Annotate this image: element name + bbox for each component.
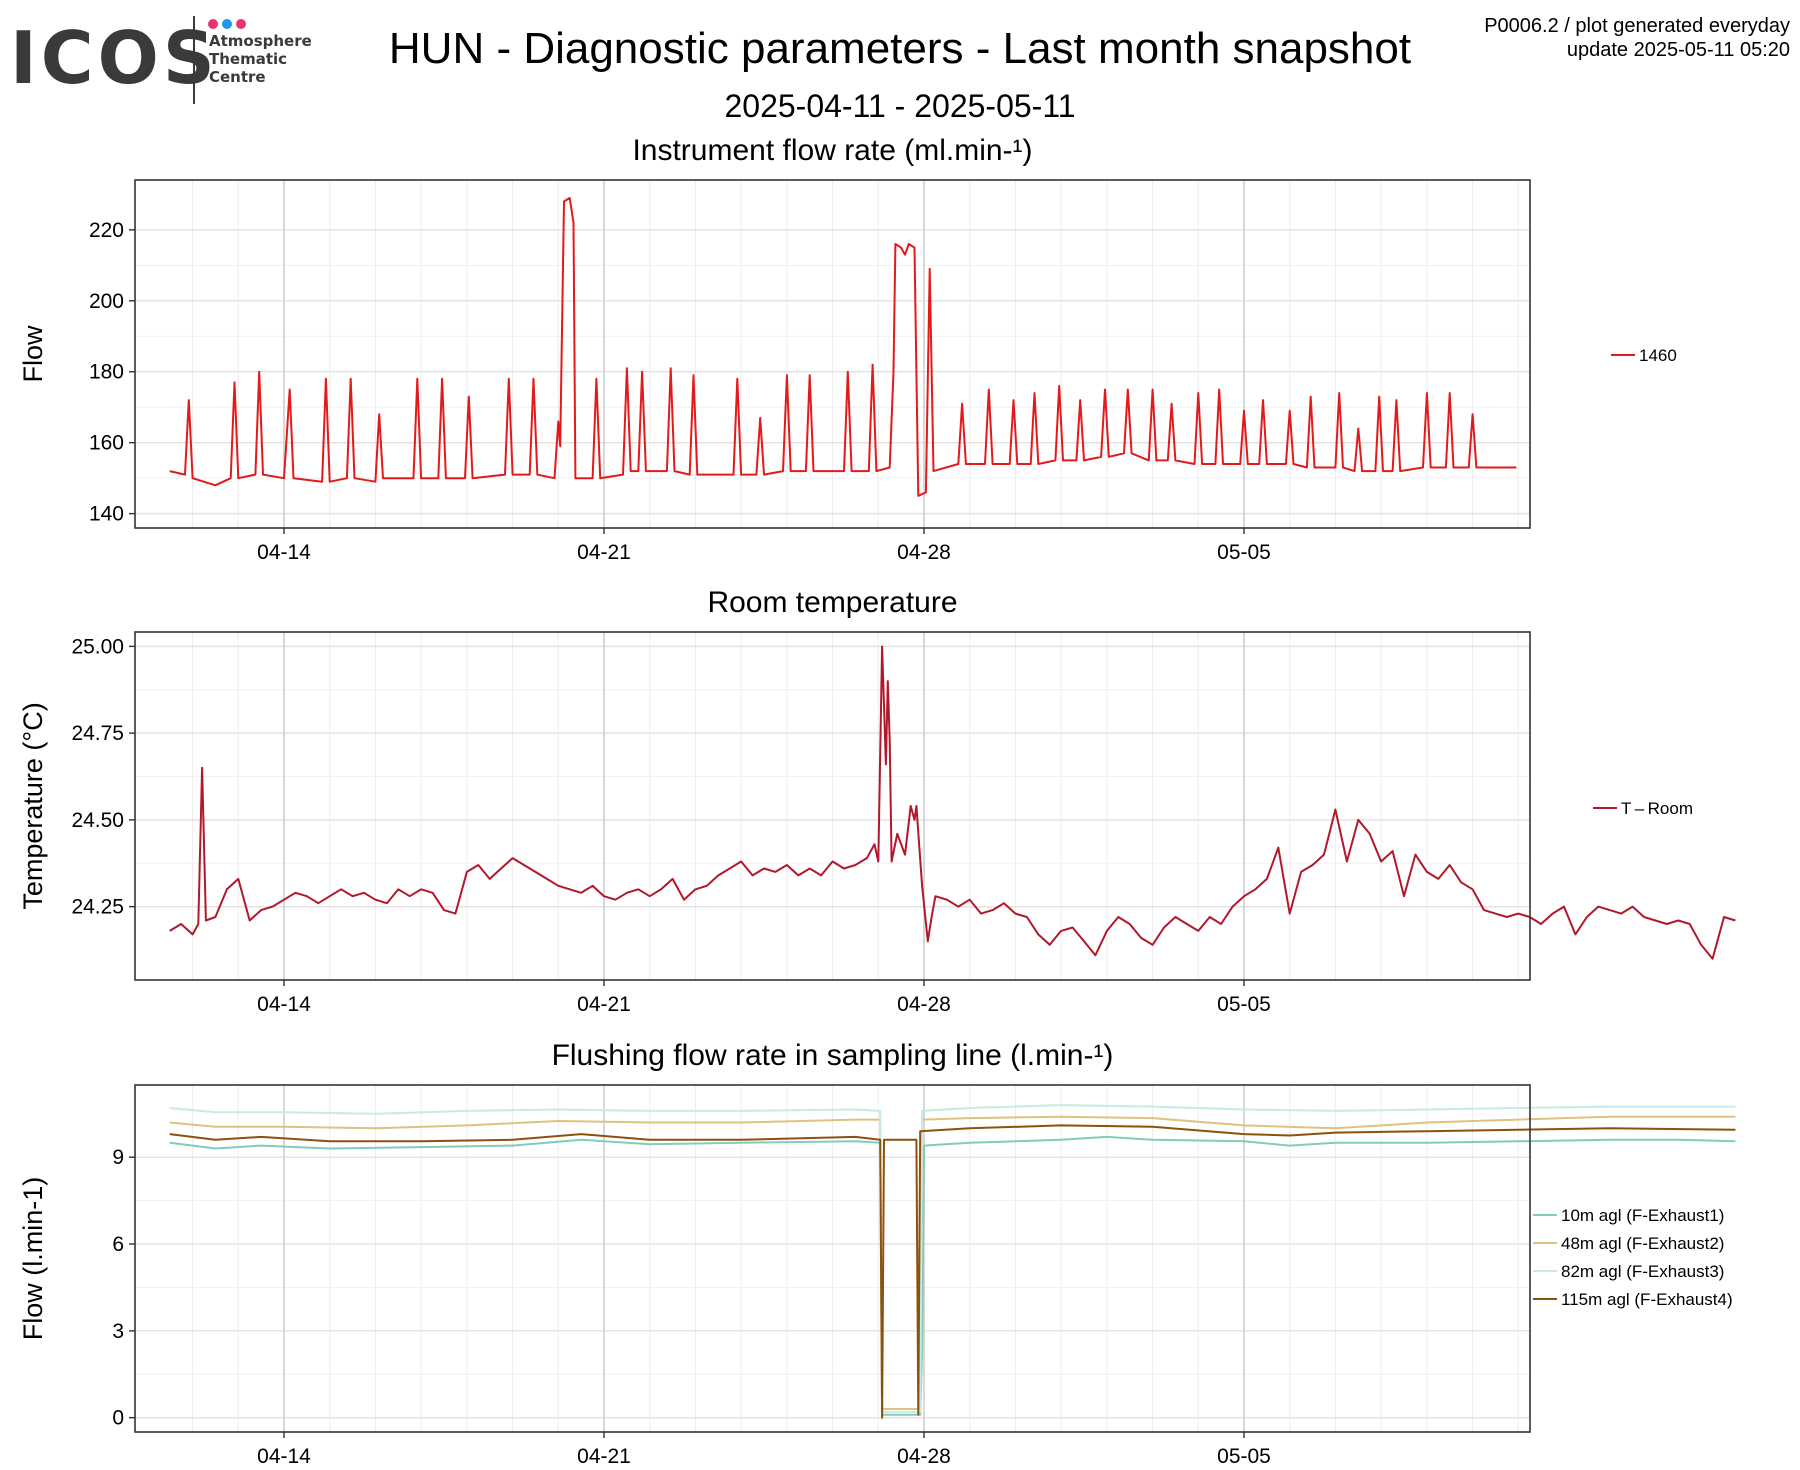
x-tick-label: 04-14	[257, 993, 311, 1016]
series-line-1	[169, 196, 1517, 497]
y-tick-label: 3	[112, 1320, 124, 1343]
y-tick-label: 6	[112, 1233, 124, 1256]
y-tick-label: 140	[89, 503, 124, 526]
y-tick-label: 180	[89, 361, 124, 384]
y-tick-label: 0	[112, 1407, 124, 1430]
y-tick-label: 200	[89, 290, 124, 313]
y-tick-label: 160	[89, 432, 124, 455]
legend-label: 1460	[1639, 346, 1677, 365]
x-tick-label: 04-14	[257, 541, 311, 564]
page-title: HUN - Diagnostic parameters - Last month…	[388, 24, 1412, 73]
plot-frame	[134, 631, 1531, 981]
x-tick-label: 04-21	[577, 993, 631, 1016]
legend-label: 115m agl (F-Exhaust4)	[1561, 1290, 1733, 1309]
x-tick-label: 05-05	[1217, 541, 1271, 564]
x-tick-label: 04-21	[577, 1445, 631, 1468]
logo-divider	[193, 16, 195, 104]
plot-frame	[134, 179, 1531, 529]
y-axis-label: Flow (l.min-1)	[18, 1177, 48, 1341]
y-tick-label: 24.50	[71, 809, 124, 832]
series-line-3	[169, 1104, 1736, 1413]
generation-note: P0006.2 / plot generated everyday	[1484, 15, 1790, 37]
update-timestamp: update 2025-05-11 05:20	[1566, 39, 1790, 61]
logo-wordmark: ICOS	[10, 16, 219, 100]
logo-line-2: Thematic	[209, 50, 288, 68]
legend-label: T – Room	[1621, 799, 1693, 818]
logo-line-1: Atmosphere	[209, 32, 312, 50]
legend-label: 82m agl (F-Exhaust3)	[1561, 1262, 1724, 1281]
logo-text: Atmosphere Thematic Centre	[209, 32, 312, 86]
series-line-2	[169, 1115, 1736, 1410]
panel-title: Flushing flow rate in sampling line (l.m…	[552, 1039, 1114, 1072]
y-tick-label: 24.75	[71, 722, 124, 745]
y-tick-label: 220	[89, 219, 124, 242]
y-axis-label: Temperature (°C)	[18, 702, 48, 909]
logo-dot-1	[208, 19, 218, 29]
logo-dot-3	[236, 19, 246, 29]
chart-panel-1: 140 160 180 200 220 04-14 04-21 04-28 05-05 Instr…	[18, 134, 1677, 564]
x-tick-label: 04-21	[577, 541, 631, 564]
plot-frame	[134, 1084, 1531, 1433]
x-tick-label: 05-05	[1217, 993, 1271, 1016]
series-line-1	[169, 645, 1736, 960]
logo-dot-2	[222, 19, 232, 29]
chart-panel-3: 0 3 6 9 04-14 04-21 04-28 05-05 Flushing flow ra…	[18, 1039, 1736, 1468]
x-tick-label: 04-28	[897, 1445, 951, 1468]
x-tick-label: 04-28	[897, 541, 951, 564]
generation-info: P0006.2 / plot generated everyday update…	[1484, 14, 1790, 62]
series-line-4	[169, 1124, 1736, 1419]
panel-title: Instrument flow rate (ml.min-¹)	[632, 134, 1032, 167]
x-tick-label: 05-05	[1217, 1445, 1271, 1468]
y-axis-label: Flow	[18, 325, 48, 383]
y-tick-label: 24.25	[71, 896, 124, 919]
legend-label: 10m agl (F-Exhaust1)	[1561, 1206, 1724, 1225]
logo-dots	[208, 16, 250, 29]
date-range: 2025-04-11 - 2025-05-11	[724, 88, 1076, 124]
y-tick-label: 25.00	[71, 635, 124, 658]
x-tick-label: 04-28	[897, 993, 951, 1016]
logo-line-3: Centre	[209, 68, 266, 86]
y-tick-label: 9	[112, 1146, 124, 1169]
series-line-1	[169, 1135, 1736, 1416]
panel-title: Room temperature	[707, 586, 957, 619]
x-tick-label: 04-14	[257, 1445, 311, 1468]
icos-logo: ICOS Atmosphere Thematic Centre	[10, 14, 340, 114]
chart-panel-2: 24.25 24.50 24.75 25.00 04-14 04-21 04-28 05-05…	[18, 586, 1736, 1016]
legend-label: 48m agl (F-Exhaust2)	[1561, 1234, 1724, 1253]
